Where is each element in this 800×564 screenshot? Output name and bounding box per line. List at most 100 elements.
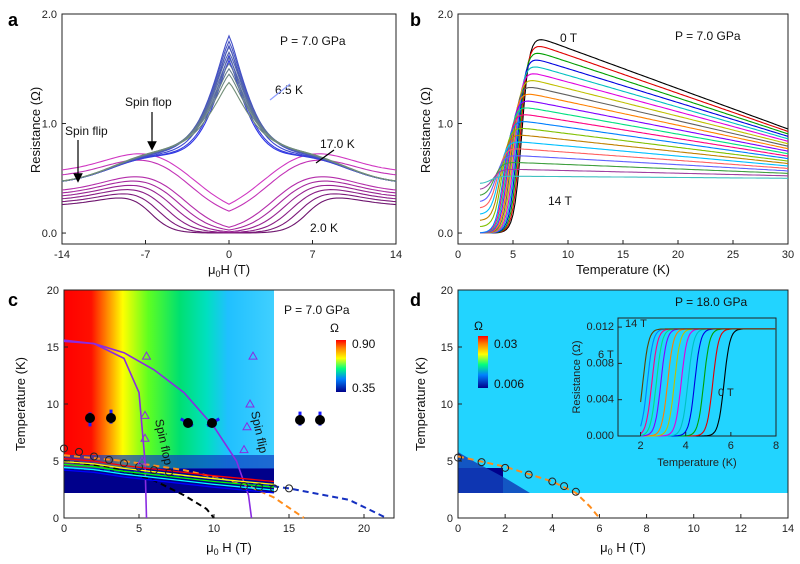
panel-c-colorbar-min: 0.35 [352,381,376,395]
panel-c-contour-band [63,460,275,486]
inset-curve [640,328,776,403]
panel-d-ytick-label: 0 [447,513,453,525]
panel-b-curve [480,73,789,234]
panel-c-open-circle [75,447,83,456]
panel-b-curve [479,127,789,228]
panel-c-dashed-line-black [63,460,215,519]
spin-atom-icon [295,415,305,425]
spin-atom-icon [85,413,95,423]
panel-c-triangle [140,433,150,442]
label-0T-b: 0 T [560,31,578,45]
panel-c-open-circle [255,483,263,492]
inset-ticks: 2 4 6 8 0.000 0.004 0.008 0.012 [586,321,779,452]
panel-a-ticks: -14 -7 0 7 14 0.0 1.0 2.0 [42,9,402,261]
panel-a-curve [61,189,397,234]
panel-d-open-circle [560,482,569,491]
inset-xlabel: Temperature (K) [657,457,736,469]
inset-label-0T: 0 T [718,387,734,399]
panel-b-ytick-label: 0.0 [438,228,453,240]
panel-c-pressure: P = 7.0 GPa [284,303,350,317]
label-2K: 2.0 K [310,221,338,235]
panel-d-letter: d [410,290,421,310]
panel-b-pressure: P = 7.0 GPa [675,29,741,43]
panel-c-lines [60,339,387,519]
panel-c: c 0 5 10 15 20 0 5 10 15 20 Temperature (K) μ0 H … [8,285,395,557]
spin-atom-icon [106,413,116,423]
panel-c-open-circle [150,466,158,475]
label-6-5K: 6.5 K [275,83,303,97]
panel-b-curve [479,168,788,190]
panel-a-xtick-label: 14 [390,249,402,261]
panel-d-xtick-label: 0 [455,523,461,535]
panel-b-curve [479,93,789,234]
label-14T-b: 14 T [548,194,572,208]
panel-b-curve [479,175,788,184]
panel-a-curve [61,159,397,212]
panel-c-xtick-label: 20 [358,523,370,535]
panel-a-pressure: P = 7.0 GPa [280,34,346,48]
panel-b-xtick-label: 5 [510,249,516,261]
panel-d-xtick-label: 4 [549,523,555,535]
panel-b-curve [480,80,789,234]
panel-c-colorbar-max: 0.90 [352,337,376,351]
spin-atom-icon [315,415,325,425]
panel-d-open-circle [524,470,533,479]
panel-b-curve [479,114,789,234]
inset-ytick-label: 0.000 [586,430,614,442]
panel-a-curve [61,56,397,182]
panel-a-xtick-label: -7 [141,249,151,261]
panel-c-open-circle [240,482,248,491]
panel-b-curve [480,86,789,234]
panel-c-contour-band [63,469,275,494]
inset-xtick-label: 4 [683,440,689,452]
panel-a-xtick-label: -14 [54,249,70,261]
panel-d-xtick-label: 8 [644,523,650,535]
panel-b-curve [479,107,789,234]
panel-b-curve [479,100,789,234]
panel-c-xtick-label: 15 [283,523,295,535]
panel-b-curves [479,39,789,234]
panel-c-colorbar [336,340,346,392]
panel-d-ytick-label: 5 [447,456,453,468]
panel-a-curve [61,176,397,228]
panel-d-open-circle [548,477,557,486]
panel-c-ytick-label: 20 [47,285,59,297]
inset-curves [640,328,776,437]
panel-c-triangle [141,351,152,360]
panel-a-curve [61,62,397,182]
panel-a-curve [61,153,397,205]
panel-c-xtick-label: 0 [61,523,67,535]
panel-c-triangle [245,398,255,408]
panel-a-curve [61,44,397,182]
spin-flop-label-a: Spin flop [125,95,172,109]
panel-c-triangle [242,421,252,431]
panel-c-letter: c [8,290,18,310]
panel-b-xtick-label: 30 [782,249,794,261]
panel-c-xlabel: μ0 H (T) [206,540,252,557]
panel-c-triangle [137,455,147,465]
arrow-17K [315,149,335,164]
panel-c-open-circle [120,459,128,468]
panel-a-xtick-label: 0 [226,249,232,261]
panel-d: d 0 2 4 6 8 10 12 14 0 5 10 15 20 Temperature (K) μ0… [410,285,794,557]
panel-c-xtick-label: 5 [136,523,142,535]
panel-d-colorbar-symbol: Ω [474,319,483,333]
panel-b-curve [479,141,789,215]
panel-c-dashed-line-orange [63,454,305,519]
panel-c-spin-glyphs [85,409,325,428]
panel-b-ytick-label: 1.0 [438,119,453,131]
panel-a-curve [61,59,397,182]
panel-b-curve [479,155,789,202]
panel-a-curve [61,180,397,231]
panel-a-xtick-label: 7 [309,249,315,261]
panel-a-xlabel: μ0H (T) [208,262,250,279]
panel-d-pressure: P = 18.0 GPa [675,295,747,309]
inset-ytick-label: 0.012 [586,321,614,333]
panel-b-curve [479,162,789,196]
panel-c-ytick-label: 0 [53,513,59,525]
panel-b-letter: b [410,10,421,30]
panel-c-open-circle [105,455,113,464]
panel-b-xtick-label: 20 [672,249,684,261]
panel-a-curve [61,73,397,182]
panel-c-open-circle [165,468,173,477]
